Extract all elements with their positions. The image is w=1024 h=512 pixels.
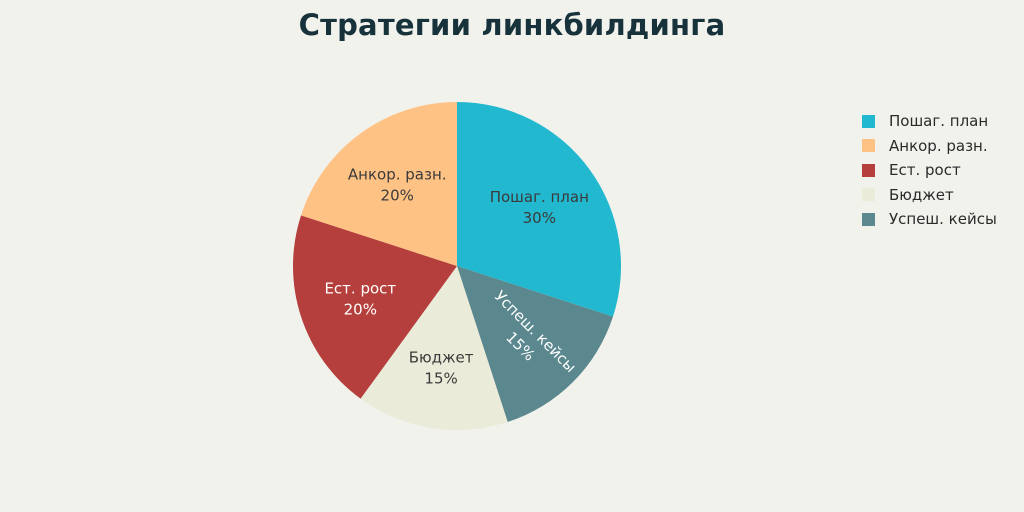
legend-swatch bbox=[862, 163, 875, 177]
legend-label: Ест. рост bbox=[889, 161, 961, 180]
pie-slice[interactable] bbox=[457, 266, 613, 422]
slice-label-percent: 15% bbox=[424, 369, 457, 387]
slice-label-name: Ест. рост bbox=[324, 279, 396, 297]
legend-label: Успеш. кейсы bbox=[889, 210, 997, 229]
legend-swatch bbox=[862, 139, 875, 153]
pie-slice[interactable] bbox=[360, 266, 508, 430]
legend-swatch bbox=[862, 212, 875, 226]
slice-label-name: Анкор. разн. bbox=[348, 166, 447, 184]
pie-slice[interactable] bbox=[293, 215, 457, 399]
pie-slice[interactable] bbox=[301, 102, 457, 266]
slice-label-name: Бюджет bbox=[409, 348, 474, 366]
slice-label-percent: 20% bbox=[381, 187, 414, 205]
legend-item[interactable]: Бюджет bbox=[862, 183, 1022, 208]
slice-label: Пошаг. план 30% bbox=[490, 188, 589, 227]
legend-swatch bbox=[862, 114, 875, 128]
legend-item[interactable]: Успеш. кейсы bbox=[862, 207, 1022, 232]
chart-title: Стратегии линкбилдинга bbox=[298, 8, 726, 42]
legend-swatch bbox=[862, 188, 875, 202]
legend-item[interactable]: Анкор. разн. bbox=[862, 134, 1022, 159]
legend-label: Анкор. разн. bbox=[889, 136, 988, 155]
slice-label-percent: 20% bbox=[344, 300, 377, 318]
slice-label: Анкор. разн. 20% bbox=[348, 166, 447, 205]
slice-label: Бюджет 15% bbox=[409, 348, 474, 387]
legend-item[interactable]: Пошаг. план bbox=[862, 109, 1022, 134]
legend-item[interactable]: Ест. рост bbox=[862, 158, 1022, 183]
legend: Пошаг. план Анкор. разн. Ест. рост Бюдже… bbox=[862, 109, 1022, 232]
slice-label-name: Пошаг. план bbox=[490, 188, 589, 206]
pie-slice[interactable] bbox=[457, 102, 621, 317]
legend-label: Пошаг. план bbox=[889, 112, 989, 131]
legend-label: Бюджет bbox=[889, 185, 954, 204]
slice-label: Ест. рост 20% bbox=[324, 279, 396, 318]
slice-label-percent: 30% bbox=[523, 209, 556, 227]
